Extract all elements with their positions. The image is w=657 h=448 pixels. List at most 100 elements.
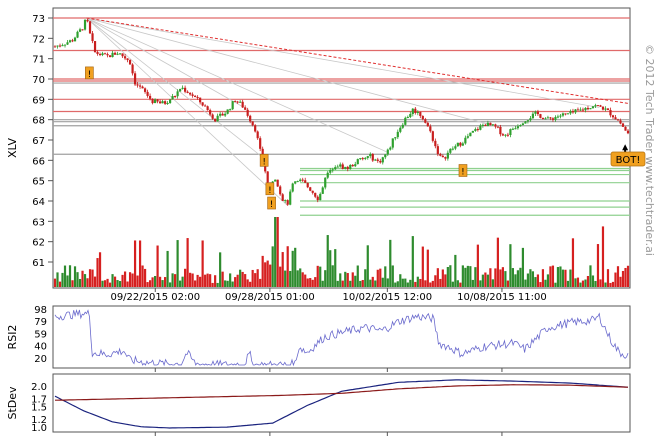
price-candle-body: [421, 116, 424, 120]
price-candle-body: [426, 122, 429, 127]
price-candle-body: [184, 87, 187, 92]
price-candle-body: [571, 111, 575, 113]
volume-bar: [271, 246, 274, 287]
trendline: [86, 17, 629, 104]
volume-bar: [156, 245, 159, 287]
price-candle-body: [404, 117, 407, 125]
volume-bar: [544, 279, 547, 287]
price-candle-body: [364, 157, 367, 159]
volume-bar: [229, 273, 232, 287]
volume-bar: [554, 282, 557, 287]
price-candle-body: [321, 187, 324, 194]
volume-bar: [239, 269, 242, 287]
price-candle-body: [126, 58, 129, 61]
volume-bar: [121, 274, 124, 287]
price-candle-body: [103, 53, 107, 55]
price-candle-body: [449, 148, 452, 153]
price-candle-body: [296, 181, 299, 183]
price-candle-body: [284, 200, 287, 202]
price-candle-body: [524, 121, 527, 124]
price-candle-body: [579, 109, 582, 111]
price-candle-body: [256, 131, 259, 139]
price-candle-body: [351, 164, 354, 167]
price-candle-body: [86, 19, 89, 22]
price-candle-body: [381, 157, 384, 163]
price-candle-body: [251, 121, 254, 126]
price-candle-body: [504, 134, 507, 136]
volume-bar: [88, 269, 92, 287]
volume-bar: [83, 274, 87, 287]
volume-bar: [559, 266, 562, 287]
price-candle-body: [506, 134, 509, 136]
price-candle-body: [146, 91, 149, 96]
price-candle-body: [148, 95, 152, 99]
price-candle-body: [191, 94, 194, 96]
volume-bar: [386, 278, 389, 287]
volume-bar: [466, 265, 469, 287]
volume-bar: [131, 273, 134, 287]
price-candle-body: [344, 166, 347, 169]
volume-bar: [436, 268, 439, 287]
fan-line: [86, 17, 262, 157]
volume-bar: [526, 273, 530, 287]
price-candle-body: [499, 127, 502, 135]
volume-bar: [461, 265, 464, 287]
volume-bar: [351, 272, 354, 287]
stdev-panel-frame: [52, 373, 631, 433]
volume-bar: [309, 278, 312, 287]
volume-bar: [584, 279, 587, 287]
volume-bar: [274, 217, 277, 287]
price-candle-body: [68, 40, 72, 43]
volume-bar: [561, 269, 565, 287]
price-y-tick-label: 62: [32, 238, 45, 249]
price-candle-body: [326, 172, 329, 178]
volume-bar: [63, 265, 67, 287]
volume-bar: [256, 269, 259, 287]
price-candle-body: [569, 111, 572, 114]
price-candle-body: [624, 126, 627, 131]
price-candle-body: [574, 109, 577, 113]
price-candle-body: [151, 98, 154, 104]
price-candle-body: [386, 149, 389, 155]
price-candle-body: [329, 170, 332, 173]
rsi-axis-title: RSI2: [6, 325, 19, 350]
price-candle-body: [286, 200, 289, 205]
volume-bars: [53, 217, 630, 287]
price-candle-body: [376, 159, 379, 161]
price-y-tick-label: 69: [32, 95, 45, 106]
price-candle-body: [121, 53, 124, 57]
volume-bar: [111, 274, 114, 287]
volume-bar: [336, 280, 339, 287]
volume-bar: [78, 278, 82, 287]
volume-bar: [449, 265, 452, 287]
price-candle-body: [56, 45, 59, 47]
price-candle-body: [214, 118, 217, 122]
price-candle-body: [359, 158, 362, 160]
volume-bar: [56, 272, 59, 287]
volume-bar: [286, 246, 289, 287]
price-candle-body: [209, 110, 212, 115]
price-candle-body: [434, 140, 437, 147]
price-candle-body: [471, 130, 474, 133]
price-candle-body: [591, 106, 595, 109]
price-candle-body: [414, 108, 417, 113]
price-candle-body: [341, 164, 344, 169]
fan-lines: [86, 17, 629, 206]
volume-bar: [81, 270, 84, 287]
tick-labels: 73 72 71 70 69 68 67 66 65 64 63 62 61 09/22/2015 02:…: [31, 14, 547, 436]
price-candle-body: [179, 88, 182, 92]
price-candle-body: [163, 101, 167, 104]
rsi-series: [54, 308, 629, 367]
price-candle-body: [544, 118, 547, 120]
volume-bar: [506, 280, 509, 287]
price-candle-body: [514, 128, 517, 130]
price-candle-body: [464, 137, 467, 144]
volume-bar: [399, 274, 402, 287]
volume-bar: [359, 280, 362, 287]
price-candle-body: [536, 111, 540, 115]
buy-signal-label: BOT!: [616, 155, 641, 166]
volume-bar: [504, 271, 507, 287]
price-y-tick-label: 73: [32, 14, 45, 25]
price-candle-body: [416, 111, 419, 113]
volume-bar: [521, 247, 525, 287]
